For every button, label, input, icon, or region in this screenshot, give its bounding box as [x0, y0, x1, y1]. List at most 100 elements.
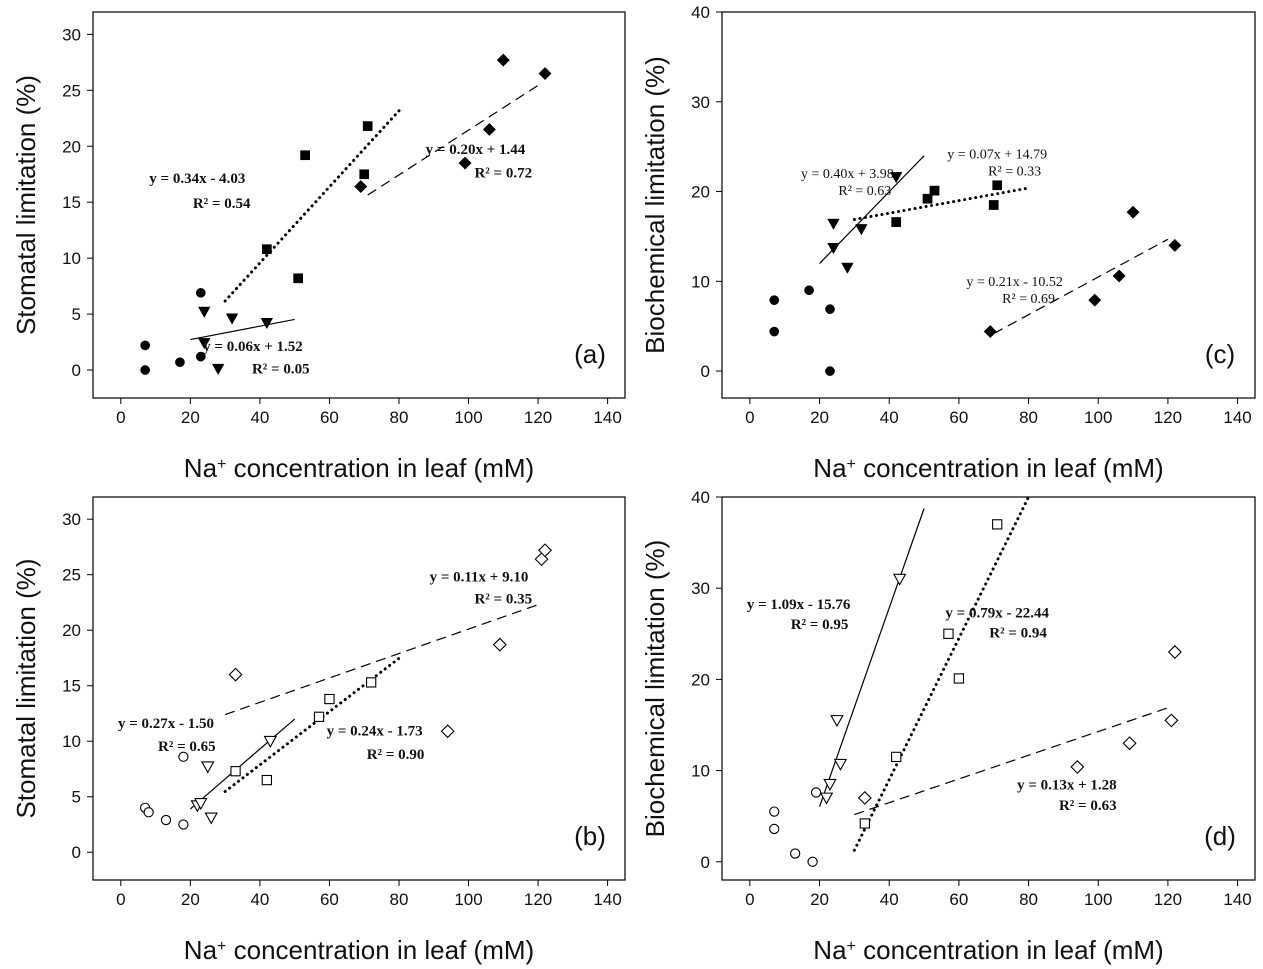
data-point-diamond: [534, 552, 549, 567]
data-point-triangle-down: [204, 812, 218, 825]
data-point-diamond: [1126, 205, 1140, 219]
regression-annotation: R² = 0.63: [838, 184, 891, 199]
x-axis-title: Na+ concentration in leaf (mM): [184, 935, 534, 965]
data-point-square: [929, 185, 940, 196]
data-point-triangle-down: [841, 262, 854, 274]
y-tick-label: 40: [691, 3, 710, 22]
data-point-triangle-down: [225, 313, 239, 325]
plot-frame: [92, 496, 626, 881]
x-tick-label: 120: [524, 890, 552, 909]
x-tick-label: 20: [181, 890, 200, 909]
data-point-diamond: [440, 724, 455, 739]
x-axis-title: Na+ concentration in leaf (mM): [813, 453, 1163, 483]
data-point-square: [293, 273, 304, 284]
data-point-triangle-down: [833, 758, 848, 771]
data-point-diamond: [1167, 645, 1182, 660]
regression-annotation: R² = 0.65: [158, 739, 216, 755]
data-point-diamond: [1122, 736, 1137, 751]
y-tick-label: 5: [72, 788, 81, 807]
regression-annotation: y = 1.09x - 15.76: [747, 597, 851, 613]
plot-frame: [92, 11, 626, 399]
series-diamond: [354, 53, 552, 196]
data-point-square: [922, 193, 933, 204]
regression-annotation: y = 0.27x - 1.50: [118, 716, 214, 732]
x-axis-title: Na+ concentration in leaf (mM): [184, 453, 534, 483]
fit-line-dotted: [223, 109, 401, 303]
fit-line-solid: [818, 508, 925, 807]
data-point-triangle-down: [889, 172, 903, 184]
data-point-circle: [140, 340, 151, 351]
regression-annotation: y = 0.21x - 10.52: [966, 275, 1063, 290]
data-point-square: [943, 628, 954, 639]
data-point-square: [262, 244, 272, 255]
y-axis-title: Biochemical limitation (%): [640, 56, 670, 354]
data-point-triangle-down: [198, 306, 211, 318]
x-tick-label: 100: [454, 890, 482, 909]
data-point-triangle-down: [198, 338, 211, 350]
y-tick-label: 0: [701, 362, 710, 381]
series-triangle-down: [819, 155, 925, 274]
data-point-circle: [195, 287, 206, 298]
data-point-square: [366, 677, 377, 688]
fit-line-dashed: [854, 707, 1169, 816]
series-circle: [140, 287, 206, 375]
x-axis-title: Na+ concentration in leaf (mM): [813, 935, 1163, 965]
data-point-square: [324, 693, 335, 705]
x-tick-label: 100: [1084, 408, 1112, 427]
x-tick-label: 120: [1154, 890, 1182, 909]
panel-b: 0 20 40 60 80 100 120 140 0 5 10 15 20 25 30 Na+ concen…: [11, 496, 626, 965]
data-point-triangle-down: [819, 792, 834, 805]
data-point-diamond: [1070, 759, 1085, 774]
data-point-circle: [790, 848, 801, 859]
data-point-square: [891, 217, 902, 227]
x-tick-label: 0: [745, 408, 754, 427]
data-point-diamond: [492, 637, 507, 652]
data-point-circle: [810, 787, 822, 798]
fit-line-solid: [190, 318, 295, 341]
y-tick-label: 20: [691, 183, 710, 202]
series-square: [223, 109, 401, 303]
data-point-triangle-down: [201, 761, 215, 774]
regression-annotation: R² = 0.63: [1059, 798, 1117, 814]
data-point-triangle-down: [830, 715, 844, 728]
x-tick-label: 40: [250, 408, 269, 427]
data-point-triangle-down: [855, 224, 868, 236]
x-tick-label: 0: [116, 890, 125, 909]
panel-a: 0 20 40 60 80 100 120 140 0 5 10 15 20 25 30 Na+ concen…: [11, 11, 626, 483]
data-point-circle: [178, 819, 189, 830]
regression-annotation: y = 0.34x - 4.03: [149, 171, 245, 187]
x-tick-label: 120: [524, 408, 552, 427]
plot-frame: [721, 11, 1256, 399]
data-point-triangle-down: [211, 363, 225, 376]
fit-line-dashed: [993, 238, 1169, 335]
data-point-triangle-down: [194, 798, 208, 811]
x-tick-label: 0: [116, 408, 125, 427]
data-point-square: [230, 766, 241, 777]
x-tick-label: 20: [810, 408, 829, 427]
x-tick-label: 40: [250, 890, 269, 909]
y-tick-label: 20: [62, 137, 81, 156]
panel-c: 0 20 40 60 80 100 120 140 0 10 20 30 40 Na+ concentra…: [640, 3, 1256, 483]
data-point-circle: [769, 823, 780, 835]
data-point-square: [953, 673, 965, 684]
y-tick-label: 25: [62, 81, 81, 100]
panel-label: (a): [574, 339, 606, 369]
regression-annotation: R² = 0.72: [474, 166, 532, 182]
series-triangle-down: [189, 718, 296, 825]
regression-annotation: y = 0.20x + 1.44: [426, 142, 526, 158]
series-square: [852, 495, 1031, 852]
data-point-square: [300, 150, 310, 161]
regression-annotation: y = 0.11x + 9.10: [430, 569, 529, 585]
data-point-square: [313, 711, 325, 722]
y-tick-label: 40: [691, 488, 710, 507]
data-point-circle: [825, 304, 835, 314]
regression-annotation: y = 0.79x - 22.44: [945, 605, 1049, 621]
regression-annotation: R² = 0.35: [474, 592, 532, 608]
x-tick-label: 80: [390, 890, 409, 909]
fit-line-dotted: [852, 186, 1031, 221]
x-tick-label: 140: [1223, 408, 1251, 427]
regression-annotation: y = 0.40x + 3.98: [801, 167, 894, 182]
data-point-diamond: [1164, 713, 1179, 728]
x-tick-label: 140: [1223, 890, 1251, 909]
